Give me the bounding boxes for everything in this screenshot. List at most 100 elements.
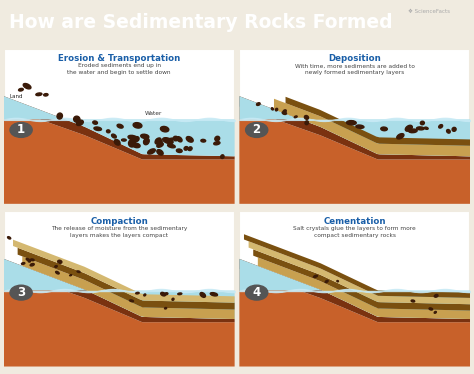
FancyBboxPatch shape: [4, 211, 235, 367]
Ellipse shape: [177, 137, 182, 142]
Ellipse shape: [304, 116, 309, 119]
Text: How are Sedimentary Rocks Formed: How are Sedimentary Rocks Formed: [9, 13, 392, 31]
Ellipse shape: [221, 155, 224, 159]
Polygon shape: [244, 234, 470, 298]
Ellipse shape: [201, 140, 206, 142]
Ellipse shape: [346, 120, 356, 125]
Ellipse shape: [55, 266, 57, 267]
Ellipse shape: [271, 108, 273, 110]
Ellipse shape: [155, 138, 161, 144]
Ellipse shape: [305, 121, 309, 125]
Ellipse shape: [184, 147, 188, 150]
Ellipse shape: [200, 292, 205, 297]
Ellipse shape: [114, 140, 120, 145]
Ellipse shape: [93, 121, 98, 124]
Ellipse shape: [325, 280, 328, 282]
Circle shape: [246, 123, 268, 137]
Ellipse shape: [176, 149, 182, 153]
Polygon shape: [13, 240, 235, 303]
Text: 3: 3: [17, 286, 25, 299]
Text: Compaction: Compaction: [91, 217, 148, 226]
Ellipse shape: [77, 271, 80, 273]
Ellipse shape: [161, 292, 165, 296]
Ellipse shape: [141, 134, 149, 138]
Ellipse shape: [337, 280, 338, 282]
Text: 4: 4: [253, 286, 261, 299]
FancyBboxPatch shape: [4, 49, 235, 204]
Ellipse shape: [107, 130, 110, 133]
Ellipse shape: [28, 260, 30, 262]
Text: 2: 2: [253, 123, 261, 137]
Ellipse shape: [58, 260, 62, 263]
Polygon shape: [18, 248, 235, 310]
Text: Eroded sediments end up in
the water and begin to settle down: Eroded sediments end up in the water and…: [67, 63, 171, 76]
Ellipse shape: [30, 263, 34, 266]
Polygon shape: [239, 96, 470, 159]
FancyBboxPatch shape: [239, 211, 470, 367]
Text: Cementation: Cementation: [324, 217, 386, 226]
Ellipse shape: [163, 138, 173, 144]
Ellipse shape: [424, 127, 428, 129]
Ellipse shape: [148, 149, 155, 154]
Text: Deposition: Deposition: [328, 54, 381, 63]
Text: Erosion & Transportation: Erosion & Transportation: [58, 54, 180, 63]
Ellipse shape: [409, 129, 417, 133]
Ellipse shape: [36, 93, 42, 96]
Polygon shape: [4, 259, 235, 319]
Ellipse shape: [144, 294, 146, 296]
Ellipse shape: [447, 129, 450, 133]
Polygon shape: [258, 257, 470, 319]
Polygon shape: [239, 107, 470, 204]
Polygon shape: [285, 97, 470, 146]
Ellipse shape: [169, 138, 173, 140]
Polygon shape: [4, 107, 235, 204]
Text: The release of moisture from the sedimentary
layers makes the layers compact: The release of moisture from the sedimen…: [51, 226, 187, 238]
Ellipse shape: [76, 120, 83, 126]
Ellipse shape: [21, 263, 25, 264]
Text: Water: Water: [145, 111, 163, 116]
Ellipse shape: [156, 139, 162, 144]
Ellipse shape: [283, 110, 286, 113]
Ellipse shape: [381, 127, 387, 131]
Ellipse shape: [178, 293, 182, 295]
Polygon shape: [239, 259, 470, 319]
Ellipse shape: [452, 128, 456, 131]
Ellipse shape: [188, 147, 192, 151]
Ellipse shape: [160, 126, 169, 132]
Ellipse shape: [420, 121, 424, 125]
Ellipse shape: [434, 294, 438, 297]
Ellipse shape: [439, 125, 443, 128]
Ellipse shape: [70, 275, 72, 276]
Ellipse shape: [117, 124, 123, 128]
Ellipse shape: [23, 83, 31, 89]
Ellipse shape: [429, 308, 433, 310]
Polygon shape: [274, 99, 470, 156]
Ellipse shape: [214, 142, 220, 145]
Ellipse shape: [417, 127, 424, 130]
Ellipse shape: [411, 300, 415, 302]
Ellipse shape: [314, 275, 318, 278]
Ellipse shape: [8, 237, 11, 239]
Ellipse shape: [168, 144, 175, 148]
Polygon shape: [4, 259, 235, 322]
Ellipse shape: [134, 137, 139, 142]
Ellipse shape: [210, 292, 218, 296]
Polygon shape: [248, 241, 470, 304]
Circle shape: [10, 123, 32, 137]
Polygon shape: [239, 269, 470, 367]
Ellipse shape: [130, 300, 134, 302]
Ellipse shape: [157, 143, 163, 147]
Ellipse shape: [18, 88, 23, 91]
Polygon shape: [4, 96, 235, 156]
Ellipse shape: [282, 112, 286, 114]
Polygon shape: [4, 269, 235, 367]
Ellipse shape: [397, 134, 404, 139]
Ellipse shape: [215, 136, 219, 141]
Ellipse shape: [173, 136, 178, 141]
Circle shape: [246, 285, 268, 300]
Ellipse shape: [256, 103, 260, 105]
Text: Salt crystals glue the layers to form more
compact sedimentary rocks: Salt crystals glue the layers to form mo…: [293, 226, 416, 238]
Ellipse shape: [128, 135, 138, 140]
Ellipse shape: [73, 116, 80, 122]
Ellipse shape: [121, 139, 126, 141]
